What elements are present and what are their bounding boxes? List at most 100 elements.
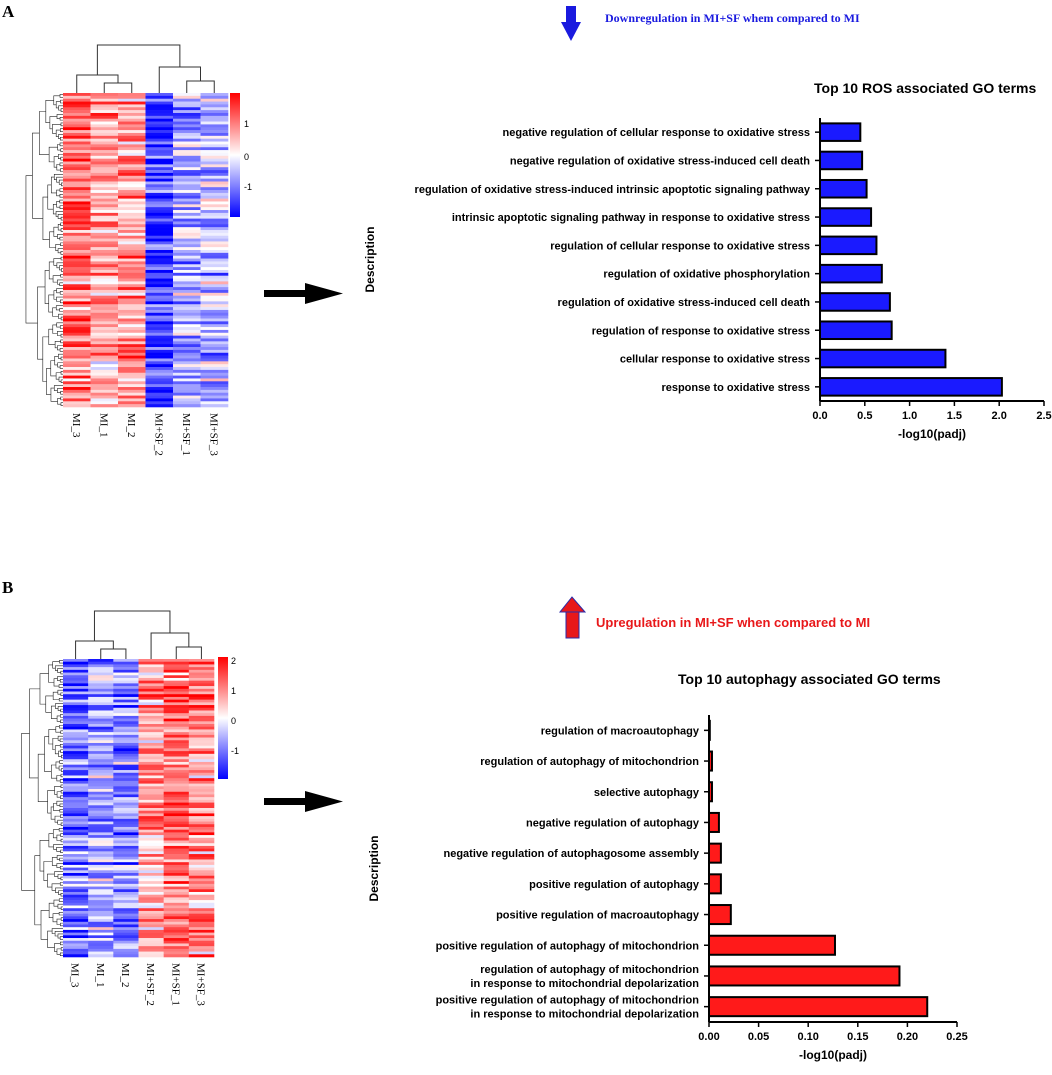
heatmap-cell	[138, 705, 164, 709]
heatmap-cell	[138, 710, 164, 714]
heatmap-cell	[113, 667, 139, 671]
heatmap-cell	[88, 677, 114, 681]
heatmap-cell	[88, 783, 114, 787]
heatmap-sample-label: MI_2	[125, 413, 137, 437]
heatmap-cell	[88, 724, 114, 728]
heatmap-cell	[88, 669, 114, 673]
heatmap-cell	[138, 721, 164, 725]
heatmap-cell	[63, 837, 89, 841]
heatmap-cell	[200, 398, 229, 402]
heatmap-cell	[200, 255, 229, 259]
heatmap-cell	[63, 378, 91, 382]
heatmap-cell	[188, 948, 215, 952]
heatmap-cell	[173, 261, 201, 265]
heatmap-cell	[113, 729, 139, 733]
heatmap-cell	[113, 897, 139, 901]
heatmap-cell	[188, 829, 215, 833]
heatmap-cell	[163, 826, 190, 830]
heatmap-cell	[188, 724, 215, 728]
heatmap-cell	[90, 112, 119, 117]
heatmap-cell	[88, 840, 114, 844]
heatmap-cell	[200, 167, 229, 171]
heatmap-cell	[188, 881, 215, 885]
heatmap-cell	[63, 307, 91, 311]
heatmap-cell	[163, 891, 190, 895]
heatmap-cell	[188, 669, 215, 673]
heatmap-cell	[138, 794, 164, 798]
heatmap-cell	[163, 802, 190, 806]
heatmap-cell	[63, 721, 89, 725]
heatmap-cell	[200, 292, 229, 296]
heatmap-cell	[138, 948, 164, 952]
heatmap-cell	[188, 721, 215, 725]
heatmap-cell	[138, 726, 164, 730]
heatmap-cell	[63, 152, 91, 157]
heatmap-cell	[118, 141, 146, 145]
annotation-group: MI+SF	[703, 11, 740, 25]
heatmap-cell	[163, 902, 190, 906]
heatmap-cell	[188, 889, 215, 893]
heatmap-cell	[188, 786, 215, 790]
heatmap-cell	[90, 207, 119, 211]
heatmap-cell	[90, 329, 119, 334]
heatmap-cell	[138, 829, 164, 833]
heatmap-cell	[173, 181, 201, 185]
heatmap-cell	[173, 332, 201, 336]
heatmap-cell	[188, 775, 215, 779]
flow-arrow-b-icon	[264, 791, 343, 812]
heatmap-cell	[145, 309, 174, 314]
heatmap-cell	[90, 238, 119, 242]
heatmap-cell	[113, 818, 139, 822]
heatmap-cell	[90, 275, 119, 279]
heatmap-cell	[63, 770, 89, 774]
heatmap-cell	[138, 759, 164, 763]
heatmap-cell	[90, 221, 119, 225]
heatmap-cell	[138, 840, 164, 844]
heatmap-cell	[138, 797, 164, 801]
heatmap-cell	[113, 707, 139, 711]
heatmap-cell	[145, 289, 174, 294]
heatmap-cell	[63, 821, 89, 825]
heatmap-cell	[63, 304, 91, 308]
heatmap-cell	[188, 919, 215, 923]
heatmap-cell	[200, 329, 229, 334]
heatmap-cell	[163, 867, 190, 871]
x-tick-label: 0.10	[797, 1031, 818, 1043]
heatmap-cell	[145, 110, 174, 114]
heatmap-cell	[63, 810, 89, 814]
annotation-suffix: whem compared to MI	[739, 11, 860, 25]
heatmap-cell	[163, 929, 190, 933]
heatmap-cell	[90, 101, 119, 105]
heatmap-cell	[63, 859, 89, 863]
heatmap-cell	[118, 384, 146, 388]
heatmap-cell	[173, 132, 201, 137]
heatmap-cell	[118, 241, 146, 245]
bar	[819, 207, 873, 227]
category-label: regulation of response to oxidative stre…	[592, 325, 810, 337]
heatmap-cell	[163, 753, 190, 757]
heatmap-cell	[138, 856, 164, 860]
heatmap-cell	[118, 190, 146, 194]
heatmap-cell	[63, 132, 91, 137]
heatmap-cell	[88, 767, 114, 771]
heatmap-cell	[200, 121, 229, 125]
heatmap-cell	[188, 813, 215, 817]
heatmap-cell	[188, 696, 215, 700]
category-label: regulation of cellular response to oxida…	[550, 240, 810, 252]
heatmap-cell	[188, 883, 215, 887]
heatmap-cell	[138, 729, 164, 733]
heatmap-cell	[173, 287, 201, 291]
heatmap-cell	[145, 332, 174, 336]
down-arrow-icon	[561, 6, 581, 41]
heatmap-cell	[200, 178, 229, 182]
heatmap-cell	[145, 230, 174, 234]
heatmap-cell	[88, 835, 114, 839]
heatmap-cell	[63, 802, 89, 806]
legend-tick-label: 1	[244, 119, 249, 129]
heatmap-cell	[118, 155, 146, 159]
heatmap-cell	[200, 392, 229, 396]
heatmap-cell	[173, 115, 201, 119]
heatmap-cell	[88, 883, 114, 887]
heatmap-cell	[118, 264, 146, 268]
heatmap-cell	[118, 358, 146, 362]
